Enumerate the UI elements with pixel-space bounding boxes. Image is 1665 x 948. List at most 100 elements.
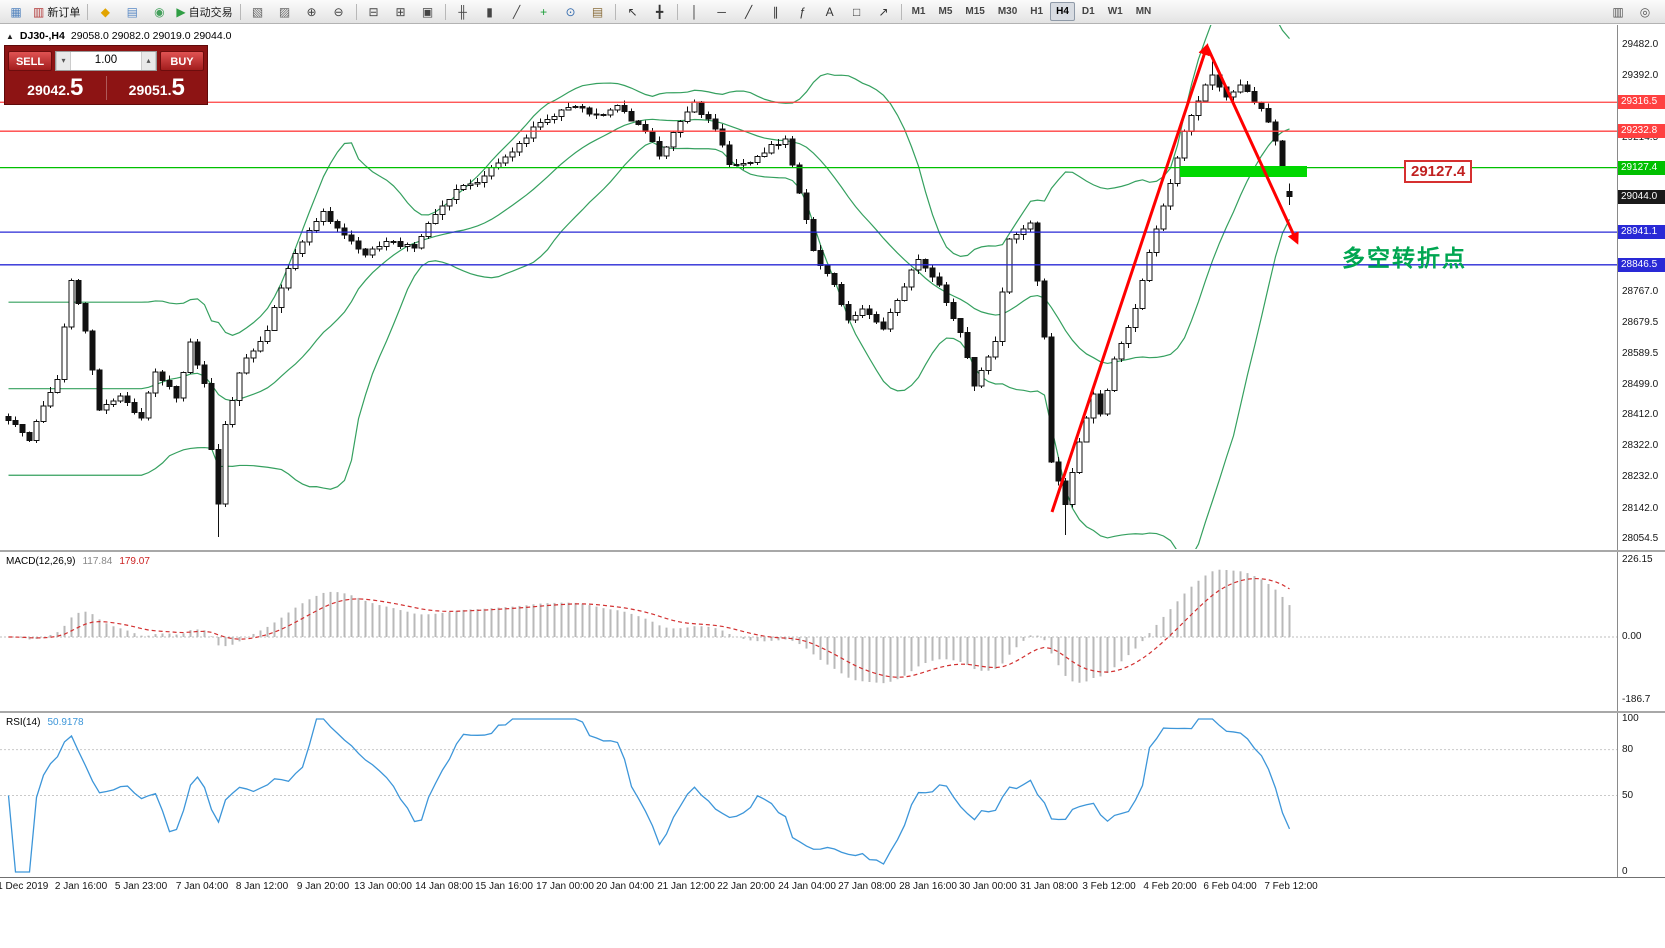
bar-chart-type-button[interactable]: ╫ — [450, 1, 476, 23]
fibonacci-button[interactable]: ƒ — [790, 1, 816, 23]
panel-divider-macd[interactable] — [0, 550, 1665, 552]
price-axis-label: 28499.0 — [1622, 379, 1659, 391]
chart-ohlc-values: 29058.0 29082.0 29019.0 29044.0 — [70, 30, 232, 42]
arrows-button[interactable]: ↗ — [871, 1, 897, 23]
price-axis-separator — [1617, 25, 1618, 878]
timeframe-m5-button[interactable]: M5 — [938, 6, 953, 17]
vertical-line-button[interactable]: │ — [682, 1, 708, 23]
expander-icon[interactable]: ▲ — [6, 31, 14, 41]
sell-button[interactable]: SELL — [8, 50, 52, 71]
chart-symbol-period: DJ30-,H4 — [19, 30, 65, 42]
crosshair-button[interactable]: ╋ — [647, 1, 673, 23]
indicators-list-button[interactable]: + — [531, 1, 557, 23]
price-axis-label: 28054.5 — [1622, 532, 1659, 544]
cascade-windows-icon: ▣ — [421, 4, 434, 19]
tile-horizontal-button[interactable]: ⊟ — [361, 1, 387, 23]
rsi-indicator-label: RSI(14) 50.9178 — [6, 717, 84, 728]
tile-horizontal-icon: ⊟ — [368, 4, 379, 19]
navigator-button[interactable]: ◉ — [146, 1, 172, 23]
zoom-in-button[interactable]: ⊕ — [299, 1, 325, 23]
toolbar-separator — [676, 3, 678, 20]
arrows-icon: ↗ — [878, 4, 889, 19]
timeframe-w1-button[interactable]: W1 — [1107, 6, 1123, 17]
timeframe-m15-button[interactable]: M15 — [965, 6, 985, 17]
time-axis-label: 31 Jan 08:00 — [1020, 881, 1078, 892]
timeframe-m1-button[interactable]: M1 — [911, 6, 926, 17]
highlight-rect-annotation[interactable] — [1180, 166, 1307, 177]
time-axis-border — [0, 877, 1665, 878]
price-flag-annotation[interactable]: 29127.4 — [1404, 160, 1473, 183]
horizontal-line-icon: ─ — [717, 4, 726, 19]
cascade-windows-button[interactable]: ▣ — [415, 1, 441, 23]
time-axis-label: 8 Jan 12:00 — [235, 881, 289, 892]
text-label-button[interactable]: □ — [844, 1, 870, 23]
price-axis-label: 28322.0 — [1622, 440, 1659, 452]
price-axis-badge: 28941.1 — [1618, 225, 1665, 240]
time-axis-label: 15 Jan 16:00 — [475, 881, 533, 892]
search-button[interactable]: ◎ — [1632, 1, 1658, 23]
data-window-button[interactable]: ▤ — [119, 1, 145, 23]
zoom-out-button[interactable]: ⊖ — [326, 1, 352, 23]
autotrading-button[interactable]: ▶ 自动交易 — [173, 1, 235, 23]
time-axis-label: 31 Dec 2019 — [0, 881, 49, 892]
buy-price[interactable]: 29051. 5 — [107, 75, 208, 100]
price-axis-label: 29392.0 — [1622, 70, 1659, 82]
vertical-line-icon: │ — [690, 4, 699, 19]
annotations-layer[interactable] — [1050, 43, 1307, 513]
candlestick-type-icon: ▮ — [486, 4, 493, 19]
new-chart-button[interactable]: ▧ — [245, 1, 271, 23]
zoom-out-icon: ⊖ — [333, 4, 344, 19]
rsi-axis-label: 80 — [1622, 743, 1634, 755]
charts-menu-button[interactable]: ▦ — [3, 1, 29, 23]
profiles-button[interactable]: ▨ — [272, 1, 298, 23]
price-axis-label: 28589.5 — [1622, 347, 1659, 359]
toolbar-separator — [239, 3, 241, 20]
candlestick-type-button[interactable]: ▮ — [477, 1, 503, 23]
timeframe-d1-button[interactable]: D1 — [1081, 6, 1095, 17]
timeframe-h4-button[interactable]: H4 — [1050, 2, 1075, 21]
market-watch-button[interactable]: ◆ — [92, 1, 118, 23]
new-order-button[interactable]: ▥ 新订单 — [30, 1, 83, 23]
timeframe-h1-button[interactable]: H1 — [1030, 6, 1044, 17]
macd-main-value: 117.84 — [82, 556, 113, 567]
tile-vertical-button[interactable]: ⊞ — [388, 1, 414, 23]
sell-price[interactable]: 29042. 5 — [5, 75, 106, 100]
buy-button[interactable]: BUY — [160, 50, 204, 71]
time-axis-label: 30 Jan 00:00 — [959, 881, 1017, 892]
pivot-annotation-text[interactable]: 多空转折点 — [1342, 245, 1467, 271]
price-axis-label: 28679.5 — [1622, 316, 1659, 328]
time-axis-label: 4 Feb 20:00 — [1143, 881, 1197, 892]
periods-button[interactable]: ⊙ — [558, 1, 584, 23]
panel-divider-rsi[interactable] — [0, 711, 1665, 713]
volume-decrease-button[interactable]: ▾ — [56, 51, 71, 70]
trend-arrow-down[interactable] — [1205, 45, 1299, 245]
macd-layer — [0, 569, 1617, 684]
strategy-tester-button[interactable]: ▥ — [1605, 1, 1631, 23]
timeframe-mn-button[interactable]: MN — [1135, 6, 1152, 17]
macd-axis-label: 226.15 — [1622, 554, 1653, 566]
macd-axis-label: 0.00 — [1622, 631, 1642, 642]
price-axis-label: 29482.0 — [1622, 39, 1659, 50]
cursor-button[interactable]: ↖ — [620, 1, 646, 23]
line-chart-type-button[interactable]: ╱ — [504, 1, 530, 23]
strategy-tester-icon: ▥ — [1612, 4, 1624, 19]
charts-menu-icon: ▦ — [10, 4, 22, 19]
horizontal-line-button[interactable]: ─ — [709, 1, 735, 23]
trend-arrow-up[interactable] — [1050, 43, 1210, 513]
volume-input[interactable]: 1.00 — [94, 53, 118, 66]
fibonacci-icon: ƒ — [799, 4, 806, 19]
time-axis-label: 6 Feb 04:00 — [1203, 881, 1257, 892]
trendline-button[interactable]: ╱ — [736, 1, 762, 23]
time-axis-label: 20 Jan 04:00 — [596, 881, 654, 892]
profiles-icon: ▨ — [278, 4, 291, 19]
sell-price-main: 29042. — [27, 81, 70, 98]
macd-axis-label: -186.7 — [1622, 694, 1651, 706]
text-button[interactable]: A — [817, 1, 843, 23]
time-axis-label: 14 Jan 08:00 — [415, 881, 473, 892]
timeframe-m30-button[interactable]: M30 — [997, 6, 1018, 17]
templates-button[interactable]: ▤ — [585, 1, 611, 23]
time-axis-label: 22 Jan 20:00 — [717, 881, 775, 892]
equidistant-channel-button[interactable]: ∥ — [763, 1, 789, 23]
volume-increase-button[interactable]: ▴ — [141, 51, 156, 70]
